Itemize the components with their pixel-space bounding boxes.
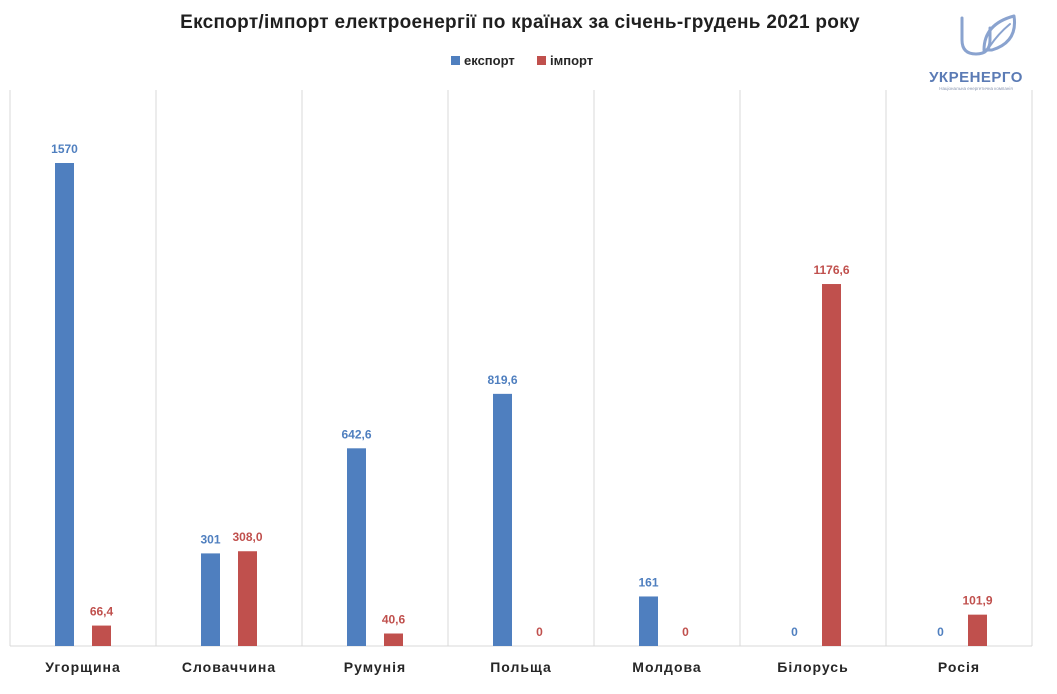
data-label-import: 1176,6 (813, 263, 849, 277)
bar-import (238, 551, 257, 646)
data-label-import: 66,4 (90, 605, 114, 619)
bars (55, 163, 987, 646)
category-label: Білорусь (777, 659, 848, 675)
data-label-export: 1570 (51, 142, 78, 156)
data-label-export: 301 (200, 532, 220, 546)
legend-swatch (537, 56, 546, 65)
chart-title: Експорт/імпорт електроенергії по країнах… (180, 12, 860, 33)
bar-export (639, 596, 658, 646)
category-label: Румунія (344, 659, 406, 675)
data-label-import: 0 (682, 625, 689, 639)
brand-name: УКРЕНЕРГО (929, 69, 1023, 86)
data-label-export: 819,6 (487, 373, 517, 387)
data-label-import: 40,6 (382, 613, 406, 627)
bar-export (347, 448, 366, 646)
bar-import (92, 625, 111, 646)
brand-tagline: Національна енергетична компанія (939, 86, 1013, 91)
data-label-export: 161 (638, 575, 658, 589)
category-labels: Угорщина Словаччина Румунія Польща Молдова Бі… (45, 659, 980, 675)
category-label: Молдова (632, 659, 701, 675)
legend-item-0: експорт (451, 53, 515, 68)
category-label: Угорщина (45, 659, 121, 675)
bar-export (493, 393, 512, 646)
bar-import (384, 633, 403, 646)
bar-import (968, 614, 987, 646)
legend-item-1: імпорт (537, 53, 593, 68)
data-label-import: 0 (536, 625, 543, 639)
legend: експорт імпорт (451, 53, 593, 68)
data-label-import: 308,0 (232, 530, 262, 544)
bar-export (201, 553, 220, 646)
category-label: Словаччина (182, 659, 276, 675)
data-label-export: 0 (791, 625, 798, 639)
category-label: Польща (490, 659, 552, 675)
legend-swatch (451, 56, 460, 65)
category-label: Росія (938, 659, 980, 675)
category-separators (9, 90, 1033, 647)
bar-import (822, 284, 841, 646)
data-labels: 1570 66,4 301 308,0 642,6 40,6 819,6 0 161 0 0 1176… (51, 142, 993, 639)
leaf-logo-icon (960, 14, 1017, 56)
legend-label: експорт (464, 53, 515, 68)
ukrenergo-logo: УКРЕНЕРГО Національна енергетична компан… (929, 14, 1023, 91)
legend-label: імпорт (550, 53, 593, 68)
data-label-export: 642,6 (341, 427, 371, 441)
bar-export (55, 163, 74, 646)
data-label-export: 0 (937, 625, 944, 639)
data-label-import: 101,9 (962, 594, 992, 608)
